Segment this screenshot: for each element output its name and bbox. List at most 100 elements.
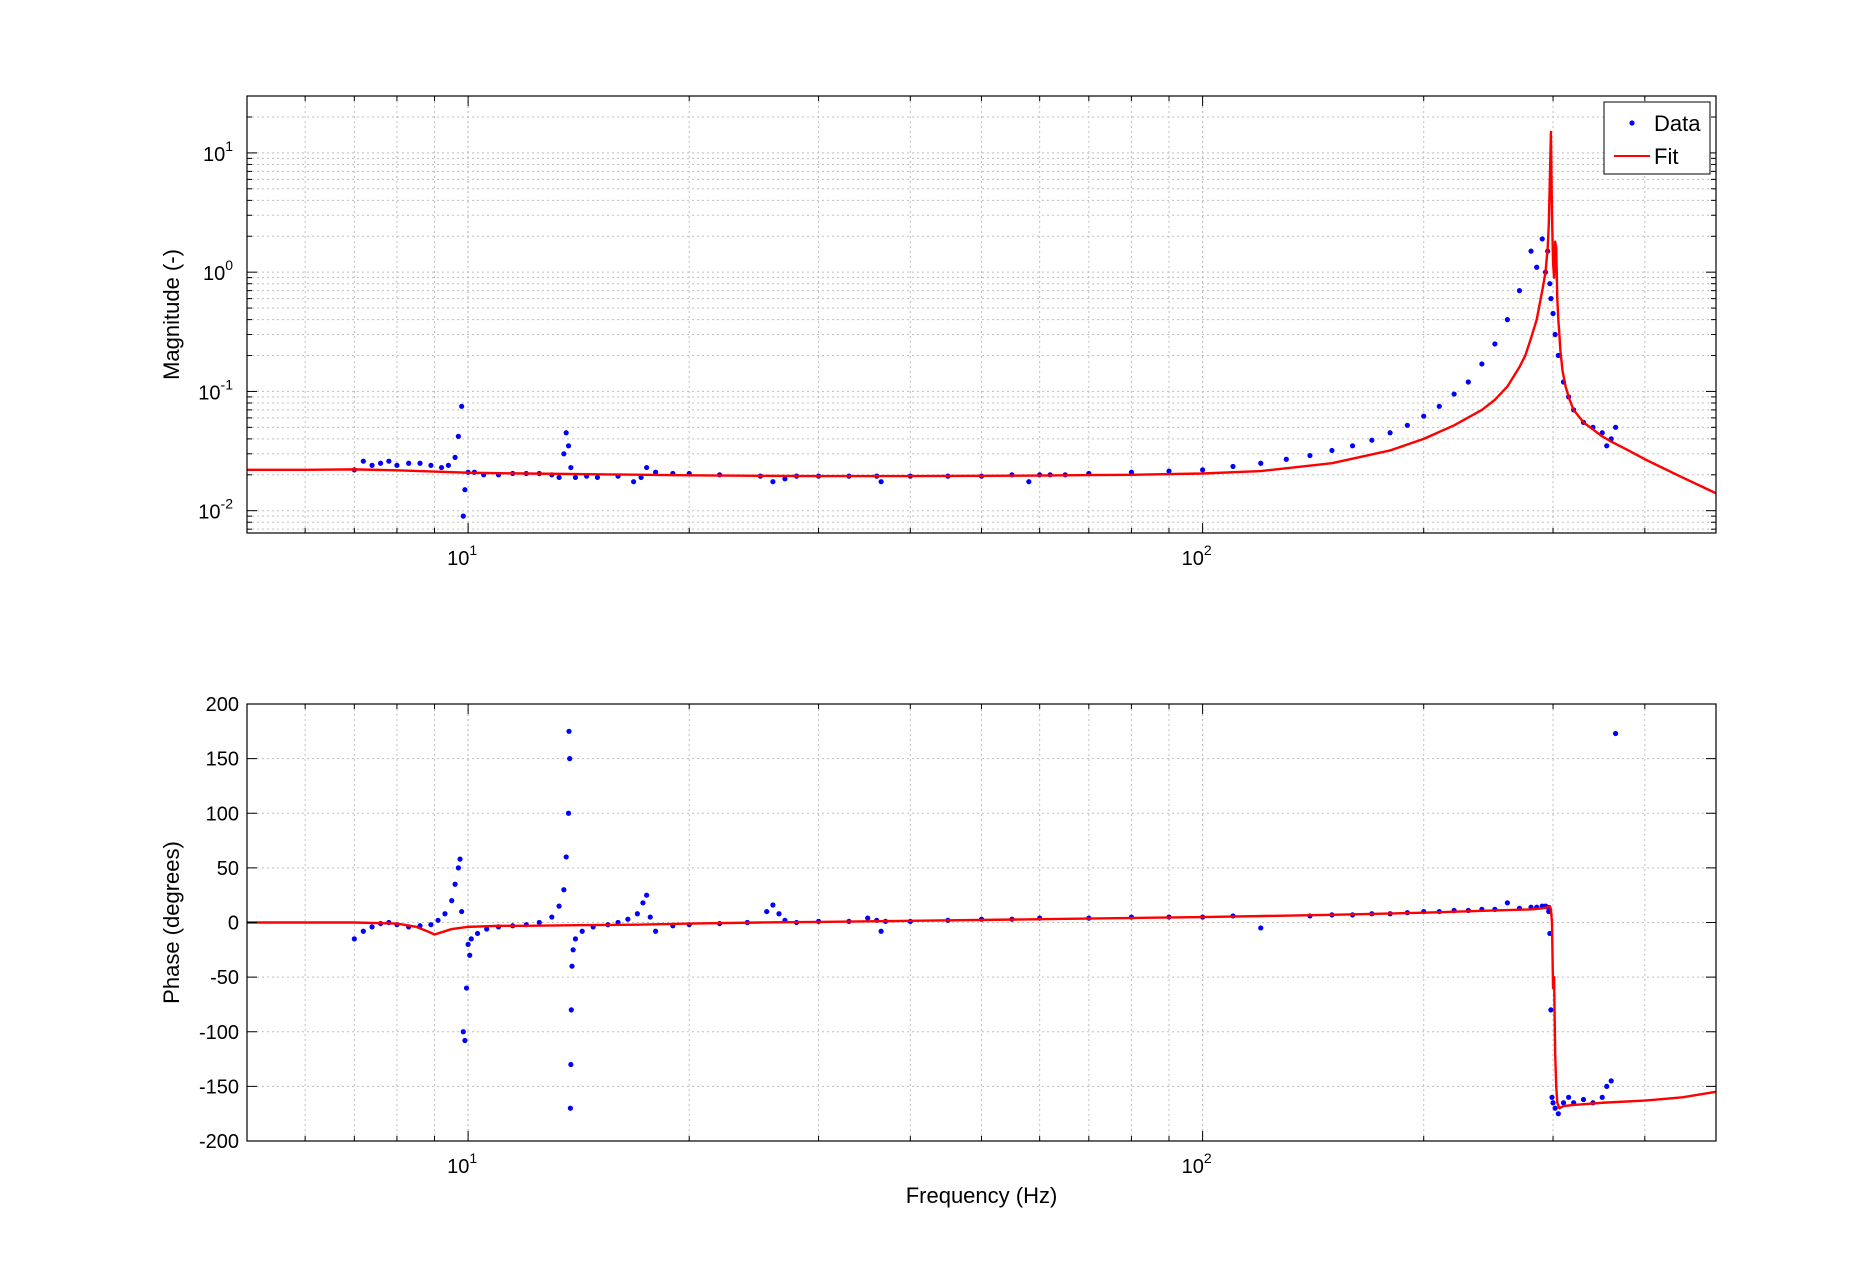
data-point <box>878 479 884 485</box>
data-point <box>764 908 770 915</box>
data-point <box>570 947 576 953</box>
tick-base: 10 <box>203 144 225 166</box>
tick-exponent: 2 <box>1204 542 1212 558</box>
data-point <box>484 926 490 932</box>
data-point <box>647 914 653 920</box>
x-axis-label: Frequency (Hz) <box>906 1183 1058 1208</box>
data-point <box>1128 469 1135 475</box>
x-tick-label: 102 <box>1182 1150 1212 1178</box>
tick-base: 10 <box>447 1156 469 1178</box>
data-point <box>460 1029 466 1035</box>
fit-line <box>247 130 1716 495</box>
data-point <box>1283 456 1289 462</box>
data-point <box>1504 900 1510 906</box>
data-point <box>1404 422 1410 428</box>
data-point <box>1421 413 1427 419</box>
tick-base: 10 <box>447 548 469 570</box>
data-point <box>360 928 366 934</box>
data-point <box>568 464 574 471</box>
data-point <box>1465 379 1471 385</box>
data-point <box>452 454 458 460</box>
data-point <box>1604 443 1610 449</box>
data-point <box>465 941 471 947</box>
data-point <box>360 458 366 464</box>
y-tick-label: 100 <box>203 257 233 285</box>
data-point <box>567 1105 573 1111</box>
data-point <box>1026 479 1032 485</box>
y-tick-label: -100 <box>199 1022 239 1044</box>
y-axis-label: Magnitude (-) <box>159 249 184 380</box>
data-point <box>878 928 884 934</box>
y-tick-label: 200 <box>206 694 239 716</box>
data-point <box>770 902 776 908</box>
fit-line <box>247 904 1716 1110</box>
data-point <box>1608 1078 1614 1084</box>
data-point <box>631 479 637 485</box>
legend-label: Fit <box>1654 144 1678 169</box>
data-point <box>579 928 585 934</box>
tick-exponent: -2 <box>221 496 234 512</box>
data-point <box>1436 403 1442 409</box>
data-point <box>568 1007 574 1013</box>
data-point <box>1547 281 1553 287</box>
data-point <box>1387 430 1393 436</box>
x-tick-label: 102 <box>1182 542 1212 570</box>
data-point <box>1550 1100 1556 1106</box>
data-point <box>435 917 441 923</box>
axis-ticks <box>246 703 1717 1142</box>
data-point <box>1230 463 1236 470</box>
data-point <box>561 451 567 457</box>
data-point <box>428 922 434 928</box>
data-point <box>1534 264 1540 270</box>
data-point <box>1451 391 1457 397</box>
data-point <box>536 919 542 926</box>
data-point <box>572 936 579 942</box>
legend: Data Fit <box>1603 101 1711 175</box>
tick-exponent: -1 <box>221 376 234 392</box>
data-point <box>565 810 572 816</box>
y-tick-label: 0 <box>228 913 239 935</box>
tick-base: 10 <box>1182 548 1204 570</box>
y-tick-label: 10-2 <box>198 496 233 524</box>
data-point <box>1548 296 1554 302</box>
tick-base: 10 <box>203 263 225 285</box>
plot-area <box>247 704 1716 1141</box>
data-point <box>1552 331 1558 338</box>
y-tick-label: 150 <box>206 749 239 771</box>
data-point <box>394 462 400 468</box>
legend-data-swatch <box>1629 120 1635 126</box>
data-point <box>1599 1094 1605 1100</box>
tick-exponent: 1 <box>469 1150 477 1166</box>
data-point <box>463 985 470 991</box>
data-point <box>369 924 375 930</box>
tick-base: 10 <box>198 502 220 524</box>
legend-label: Data <box>1654 111 1701 136</box>
y-tick-label: 50 <box>217 858 239 880</box>
data-point <box>467 952 473 958</box>
data-point <box>634 911 640 917</box>
data-point <box>1613 424 1619 430</box>
data-point <box>474 930 481 937</box>
data-point <box>653 469 659 475</box>
legend-box <box>1603 101 1711 175</box>
data-point <box>644 464 650 471</box>
data-point <box>567 756 573 762</box>
data-point <box>1552 1105 1558 1111</box>
data-point <box>1548 1007 1554 1013</box>
data-point <box>563 854 569 860</box>
y-tick-label: 101 <box>203 138 233 166</box>
data-point <box>1539 236 1545 242</box>
data-point <box>556 903 562 909</box>
data-point <box>1549 1094 1555 1100</box>
data-point <box>1307 452 1313 459</box>
data-point <box>438 464 445 471</box>
data-point <box>865 915 871 921</box>
data-point <box>457 856 463 862</box>
data-point <box>449 898 455 904</box>
data-point <box>417 460 423 466</box>
data-point <box>428 462 434 468</box>
data-point <box>452 881 458 887</box>
data-point <box>468 936 474 942</box>
